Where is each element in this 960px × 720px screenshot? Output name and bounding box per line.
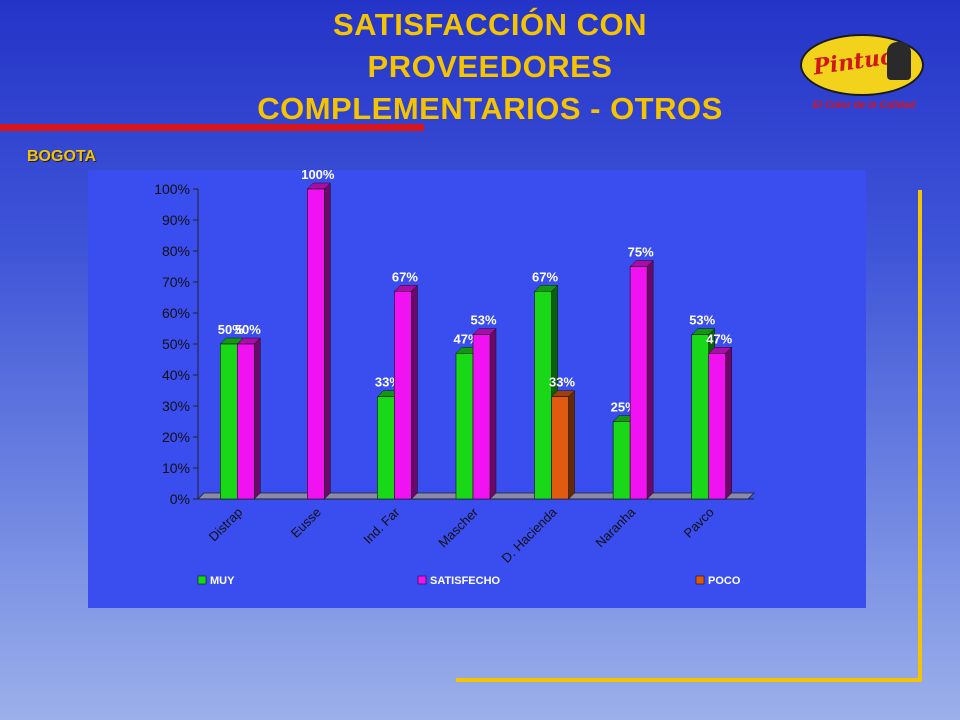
bar-side-satisfecho	[324, 182, 331, 500]
bar-satisfecho	[394, 291, 412, 500]
legend-label: MUY	[210, 575, 235, 587]
bar-satisfecho	[629, 266, 648, 500]
bar-satisfecho	[236, 343, 255, 500]
legend-swatch	[197, 575, 207, 585]
bar-side-satisfecho	[254, 337, 261, 500]
bar-side-satisfecho	[725, 346, 732, 500]
x-tick-label: Naranha	[592, 504, 638, 550]
bar-muy	[219, 343, 238, 500]
y-tick-label: 20%	[162, 429, 190, 445]
bar-chart: 0%10%20%30%40%50%60%70%80%90%100%50%50%D…	[154, 170, 755, 587]
bar-side-poco	[568, 390, 575, 500]
x-tick-label: D. Hacienda	[498, 504, 560, 566]
data-label: 50%	[235, 322, 261, 337]
data-label: 50%	[218, 322, 244, 337]
y-tick-label: 30%	[162, 398, 190, 414]
title-line-2: PROVEEDORES	[367, 49, 613, 84]
y-tick-label: 90%	[162, 212, 190, 228]
title-line-3: COMPLEMENTARIOS - OTROS	[257, 91, 723, 126]
bar-side-satisfecho	[489, 328, 497, 500]
y-tick-label: 100%	[154, 181, 190, 197]
y-tick-label: 0%	[170, 491, 190, 507]
data-label: 33%	[549, 375, 575, 390]
data-label: 53%	[470, 313, 496, 328]
data-label: 100%	[301, 170, 335, 182]
x-tick-label: Pavco	[681, 505, 717, 541]
y-tick-label: 70%	[162, 274, 190, 290]
bar-satisfecho	[307, 188, 325, 500]
bar-side-satisfecho	[411, 284, 418, 500]
bar-muy	[455, 353, 474, 500]
bar-satisfecho	[708, 353, 727, 500]
legend-swatch	[417, 575, 427, 585]
bar-muy	[691, 334, 710, 500]
x-tick-label: Distrap	[206, 505, 246, 545]
data-label: 67%	[392, 269, 418, 284]
painter-figure-icon	[887, 42, 911, 80]
bar-muy	[377, 396, 395, 500]
bar-poco	[551, 396, 569, 500]
page-title: SATISFACCIÓN CON PROVEEDORES COMPLEMENTA…	[180, 4, 800, 130]
x-tick-label: Eusse	[288, 505, 324, 541]
chart-panel: 0% 10% 20% 30% 40% 50% 60% 70% 80% 90% 100% 50% 50% D…	[88, 170, 866, 608]
brand-logo: Pintuco El Color de la Calidad	[795, 30, 935, 120]
bar-muy	[612, 421, 631, 500]
y-tick-label: 10%	[162, 460, 190, 476]
y-tick-label: 80%	[162, 243, 190, 259]
y-tick-label: 50%	[162, 336, 190, 352]
x-tick-label: Ind. Far	[360, 504, 403, 547]
logo-tagline: El Color de la Calidad	[812, 100, 916, 111]
data-label: 75%	[628, 245, 654, 260]
y-tick-label: 40%	[162, 367, 190, 383]
bar-muy	[534, 291, 552, 500]
x-tick-label: Mascher	[435, 504, 481, 550]
city-label: BOGOTA	[27, 148, 97, 165]
data-label: 47%	[706, 331, 732, 346]
legend-label: SATISFECHO	[430, 575, 501, 587]
data-label: 67%	[532, 269, 558, 284]
data-label: 53%	[689, 313, 715, 328]
title-line-1: SATISFACCIÓN CON	[333, 7, 647, 42]
bar-satisfecho	[472, 334, 491, 500]
bar-side-satisfecho	[646, 259, 654, 500]
y-tick-label: 60%	[162, 305, 190, 321]
accent-bar	[0, 124, 424, 131]
legend-label: POCO	[708, 575, 741, 587]
legend-swatch	[695, 575, 705, 585]
yellow-frame-vertical	[918, 190, 922, 682]
yellow-frame-horizontal	[456, 678, 922, 682]
